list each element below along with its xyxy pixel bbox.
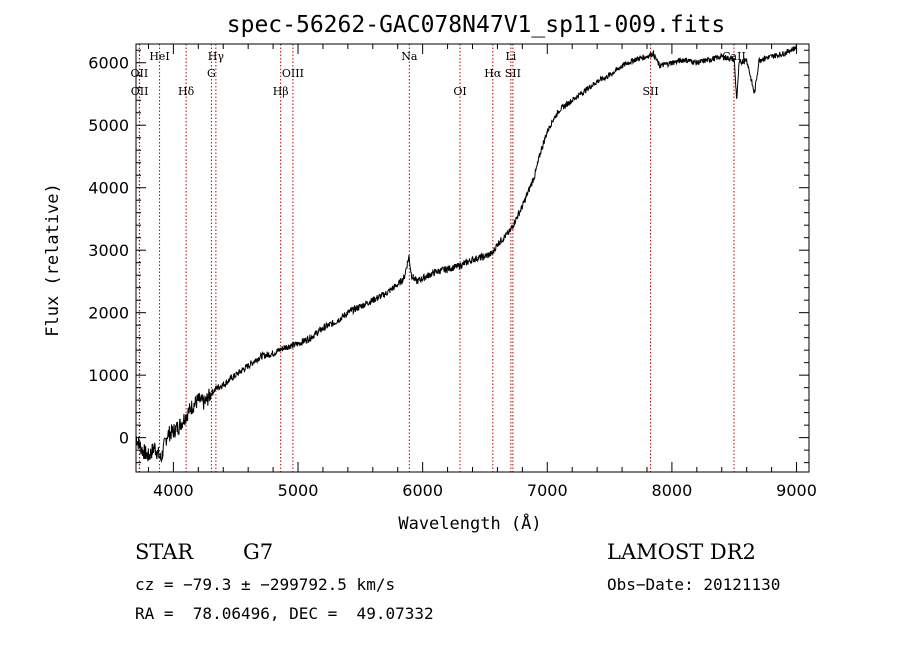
object-class: STAR bbox=[135, 540, 194, 564]
y-tick-label-2: 2000 bbox=[88, 304, 129, 323]
observation-date: Obs−Date: 20121130 bbox=[607, 575, 781, 594]
object-subclass: G7 bbox=[243, 540, 274, 564]
y-tick-label-0: 0 bbox=[119, 429, 129, 448]
y-tick-label-5: 5000 bbox=[88, 116, 129, 135]
line-label-4: Hγ bbox=[208, 50, 225, 63]
line-label-7: OIII bbox=[282, 67, 304, 80]
line-label-2: HeI bbox=[149, 50, 169, 63]
line-label-10: Hα bbox=[484, 67, 502, 80]
spectrum-series bbox=[135, 44, 797, 463]
survey-name: LAMOST DR2 bbox=[607, 540, 756, 564]
line-label-3: Hδ bbox=[178, 85, 195, 98]
y-axis-ticks: 0 1000 2000 3000 4000 5000 6000 bbox=[88, 49, 809, 464]
x-axis-ticks: 4000 5000 6000 7000 8000 9000 bbox=[147, 44, 817, 500]
y-tick-label-4: 4000 bbox=[88, 179, 129, 198]
x-tick-label-4: 8000 bbox=[652, 481, 693, 500]
line-label-1: OII bbox=[131, 85, 149, 98]
x-tick-label-3: 7000 bbox=[527, 481, 568, 500]
line-label-13: SII bbox=[642, 85, 658, 98]
y-tick-label-1: 1000 bbox=[88, 366, 129, 385]
line-label-9: OI bbox=[453, 85, 466, 98]
spectrum-line bbox=[135, 44, 797, 463]
x-tick-label-1: 5000 bbox=[278, 481, 319, 500]
y-axis-label: Flux (relative) bbox=[43, 183, 63, 337]
coordinates: RA = 78.06496, DEC = 49.07332 bbox=[135, 604, 434, 623]
x-tick-label-5: 9000 bbox=[776, 481, 817, 500]
line-label-5: G bbox=[207, 67, 216, 80]
line-label-12: SII bbox=[505, 67, 521, 80]
line-label-8: Na bbox=[401, 50, 418, 63]
x-tick-label-0: 4000 bbox=[153, 481, 194, 500]
chart-title: spec-56262-GAC078N47V1_sp11-009.fits bbox=[227, 12, 726, 38]
y-tick-label-6: 6000 bbox=[88, 54, 129, 73]
y-tick-label-3: 3000 bbox=[88, 241, 129, 260]
line-label-6: Hβ bbox=[273, 85, 289, 98]
redshift-velocity: cz = −79.3 ± −299792.5 km/s bbox=[135, 575, 396, 594]
line-label-11: Li bbox=[505, 50, 516, 63]
x-axis-label: Wavelength (Å) bbox=[398, 512, 541, 534]
x-tick-label-2: 6000 bbox=[402, 481, 443, 500]
